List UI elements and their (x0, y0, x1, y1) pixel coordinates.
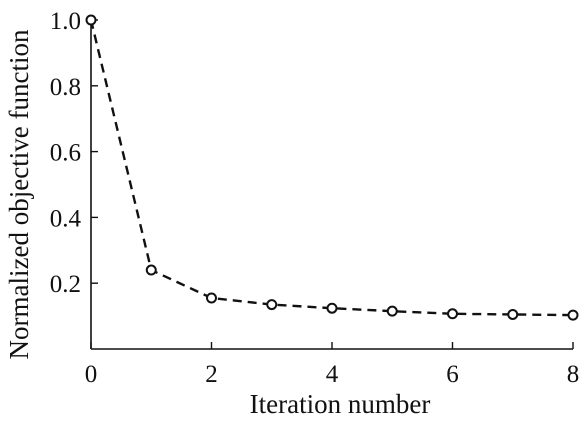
data-point (447, 308, 458, 320)
data-point (145, 264, 157, 276)
y-tick-label: 0.4 (50, 205, 82, 232)
data-point (326, 302, 338, 314)
x-tick-label: 6 (446, 361, 459, 388)
ticks: 0 2 4 6 8 0.2 0.4 0.6 0.8 1.0 (50, 8, 580, 388)
data-point (567, 309, 579, 321)
y-tick-label: 1.0 (50, 8, 81, 35)
x-tick-label: 8 (567, 361, 580, 388)
y-tick-label: 0.6 (50, 140, 81, 167)
data-point (266, 299, 278, 311)
x-tick-label: 4 (326, 361, 339, 388)
series-line (89, 19, 574, 317)
data-point (206, 292, 217, 304)
series (85, 14, 579, 321)
axes (90, 16, 573, 350)
data-point (386, 305, 398, 317)
y-tick-label: 0.8 (50, 74, 81, 101)
data-point (85, 14, 97, 26)
x-axis-title: Iteration number (250, 389, 431, 419)
x-tick-label: 2 (205, 361, 218, 388)
y-axis-title: Normalized objective function (4, 29, 34, 359)
x-tick-label: 0 (85, 361, 98, 388)
y-tick-label: 0.2 (50, 271, 81, 298)
data-point (507, 308, 519, 320)
